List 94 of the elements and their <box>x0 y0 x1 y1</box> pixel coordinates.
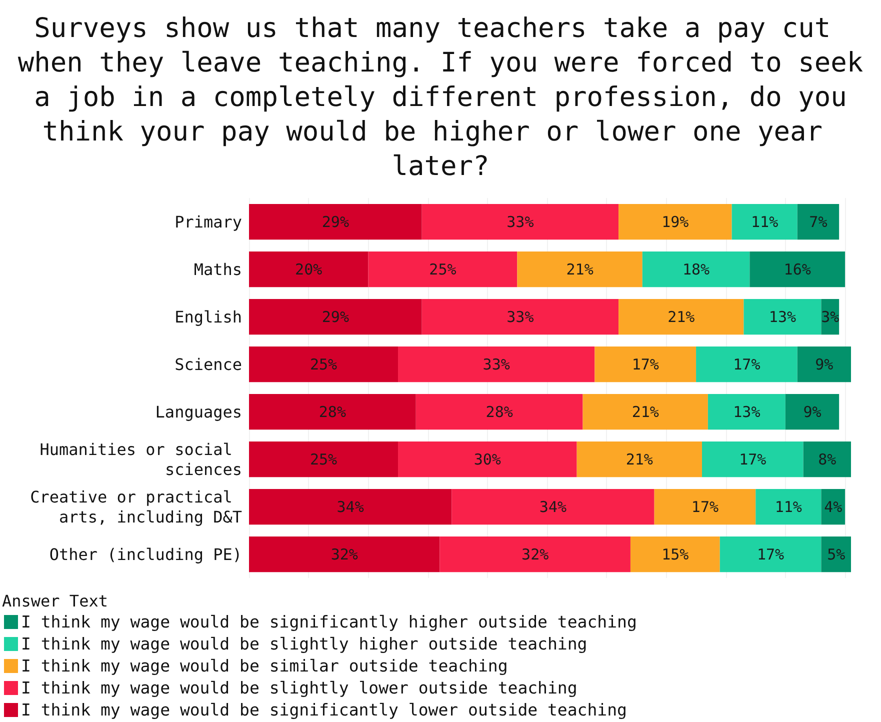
data-label: 17% <box>733 355 760 374</box>
data-label: 25% <box>310 450 338 468</box>
bar <box>654 488 756 525</box>
data-label: 21% <box>566 260 594 278</box>
bar <box>422 298 619 335</box>
data-label: 17% <box>632 355 659 374</box>
bar <box>708 394 786 430</box>
data-label: 8% <box>818 450 836 468</box>
data-label: 19% <box>662 212 689 231</box>
bar <box>744 298 822 335</box>
bar <box>440 536 630 572</box>
bar <box>398 346 595 382</box>
data-label: 13% <box>733 402 760 421</box>
chart-title: Surveys show us that many teachers take a pay cut when they leave teaching. If you were forced to seek a job in a completely different profession, do you think your pay would be higher or lower one year later? <box>18 12 864 182</box>
data-label: 9% <box>803 402 822 421</box>
bar <box>750 251 846 288</box>
data-label: 13% <box>768 308 796 326</box>
data-label: 9% <box>815 355 834 374</box>
y-tick-label: English <box>174 307 242 326</box>
bar <box>582 394 708 430</box>
y-tick-label: Other (including PE) <box>49 544 242 564</box>
data-label: 32% <box>330 545 358 564</box>
bar <box>618 204 732 240</box>
data-label: 21% <box>632 402 659 421</box>
data-label: 32% <box>522 545 549 564</box>
bar <box>249 298 422 335</box>
bar <box>452 488 654 525</box>
data-label: 30% <box>474 450 501 468</box>
bar <box>517 251 642 288</box>
bar <box>249 441 398 478</box>
data-label: 34% <box>336 498 364 516</box>
legend-label: I think my wage would be similar outside teaching <box>21 656 508 676</box>
bar <box>732 204 798 240</box>
data-label: 28% <box>486 402 513 421</box>
data-label: 11% <box>751 212 778 231</box>
data-label: 3% <box>821 308 840 326</box>
data-label: 33% <box>506 212 534 231</box>
bar <box>821 488 846 525</box>
bar <box>249 536 440 572</box>
bar <box>249 204 422 240</box>
bar <box>797 346 851 382</box>
data-label: 16% <box>784 260 811 278</box>
bar <box>249 251 368 288</box>
bar <box>785 394 840 430</box>
bar <box>416 394 583 430</box>
bar <box>249 346 398 382</box>
y-tick-label: Humanities or social sciences <box>40 440 242 479</box>
data-label: 15% <box>662 545 689 564</box>
bar <box>422 204 619 240</box>
bar <box>398 441 577 478</box>
data-label: 7% <box>809 212 828 231</box>
bar <box>249 394 416 430</box>
data-label: 20% <box>295 260 322 278</box>
data-label: 21% <box>626 450 653 468</box>
bar <box>618 298 744 335</box>
bar <box>249 488 452 525</box>
data-label: 25% <box>429 260 456 278</box>
data-label: 4% <box>824 498 842 516</box>
legend-title: Answer Text <box>2 592 108 610</box>
bar <box>702 441 804 478</box>
data-label: 11% <box>774 498 802 516</box>
bar <box>720 536 822 572</box>
legend-label: I think my wage would be slightly lower outside teaching <box>21 678 578 698</box>
bar <box>576 441 702 478</box>
legend-label: I think my wage would be significantly higher outside teaching <box>21 612 637 632</box>
bar <box>797 204 840 240</box>
legend-label: I think my wage would be slightly higher outside teaching <box>21 634 588 654</box>
legend-label: I think my wage would be significantly lower outside teaching <box>21 700 627 720</box>
bar <box>594 346 696 382</box>
bar <box>803 441 851 478</box>
data-label: 25% <box>310 355 338 374</box>
data-label: 29% <box>322 308 349 326</box>
y-tick-label: Primary <box>174 212 242 232</box>
y-tick-label: Science <box>174 354 242 374</box>
data-label: 34% <box>539 498 567 516</box>
data-label: 17% <box>739 450 766 468</box>
data-label: 21% <box>668 308 695 326</box>
data-label: 33% <box>506 308 534 326</box>
bar <box>756 488 822 525</box>
y-tick-label: Maths <box>194 260 242 279</box>
data-label: 17% <box>691 498 719 516</box>
data-label: 28% <box>318 402 346 421</box>
bar <box>821 536 851 572</box>
data-label: 18% <box>682 260 710 278</box>
data-label: 33% <box>482 355 510 374</box>
data-label: 17% <box>756 545 784 564</box>
data-label: 29% <box>322 212 349 231</box>
data-label: 5% <box>827 545 846 564</box>
y-tick-label: Languages <box>155 402 242 422</box>
bar <box>630 536 720 572</box>
bar <box>642 251 750 288</box>
bar <box>696 346 798 382</box>
bar <box>368 251 518 288</box>
y-tick-label: Creative or practical arts, including D&T <box>30 487 242 526</box>
